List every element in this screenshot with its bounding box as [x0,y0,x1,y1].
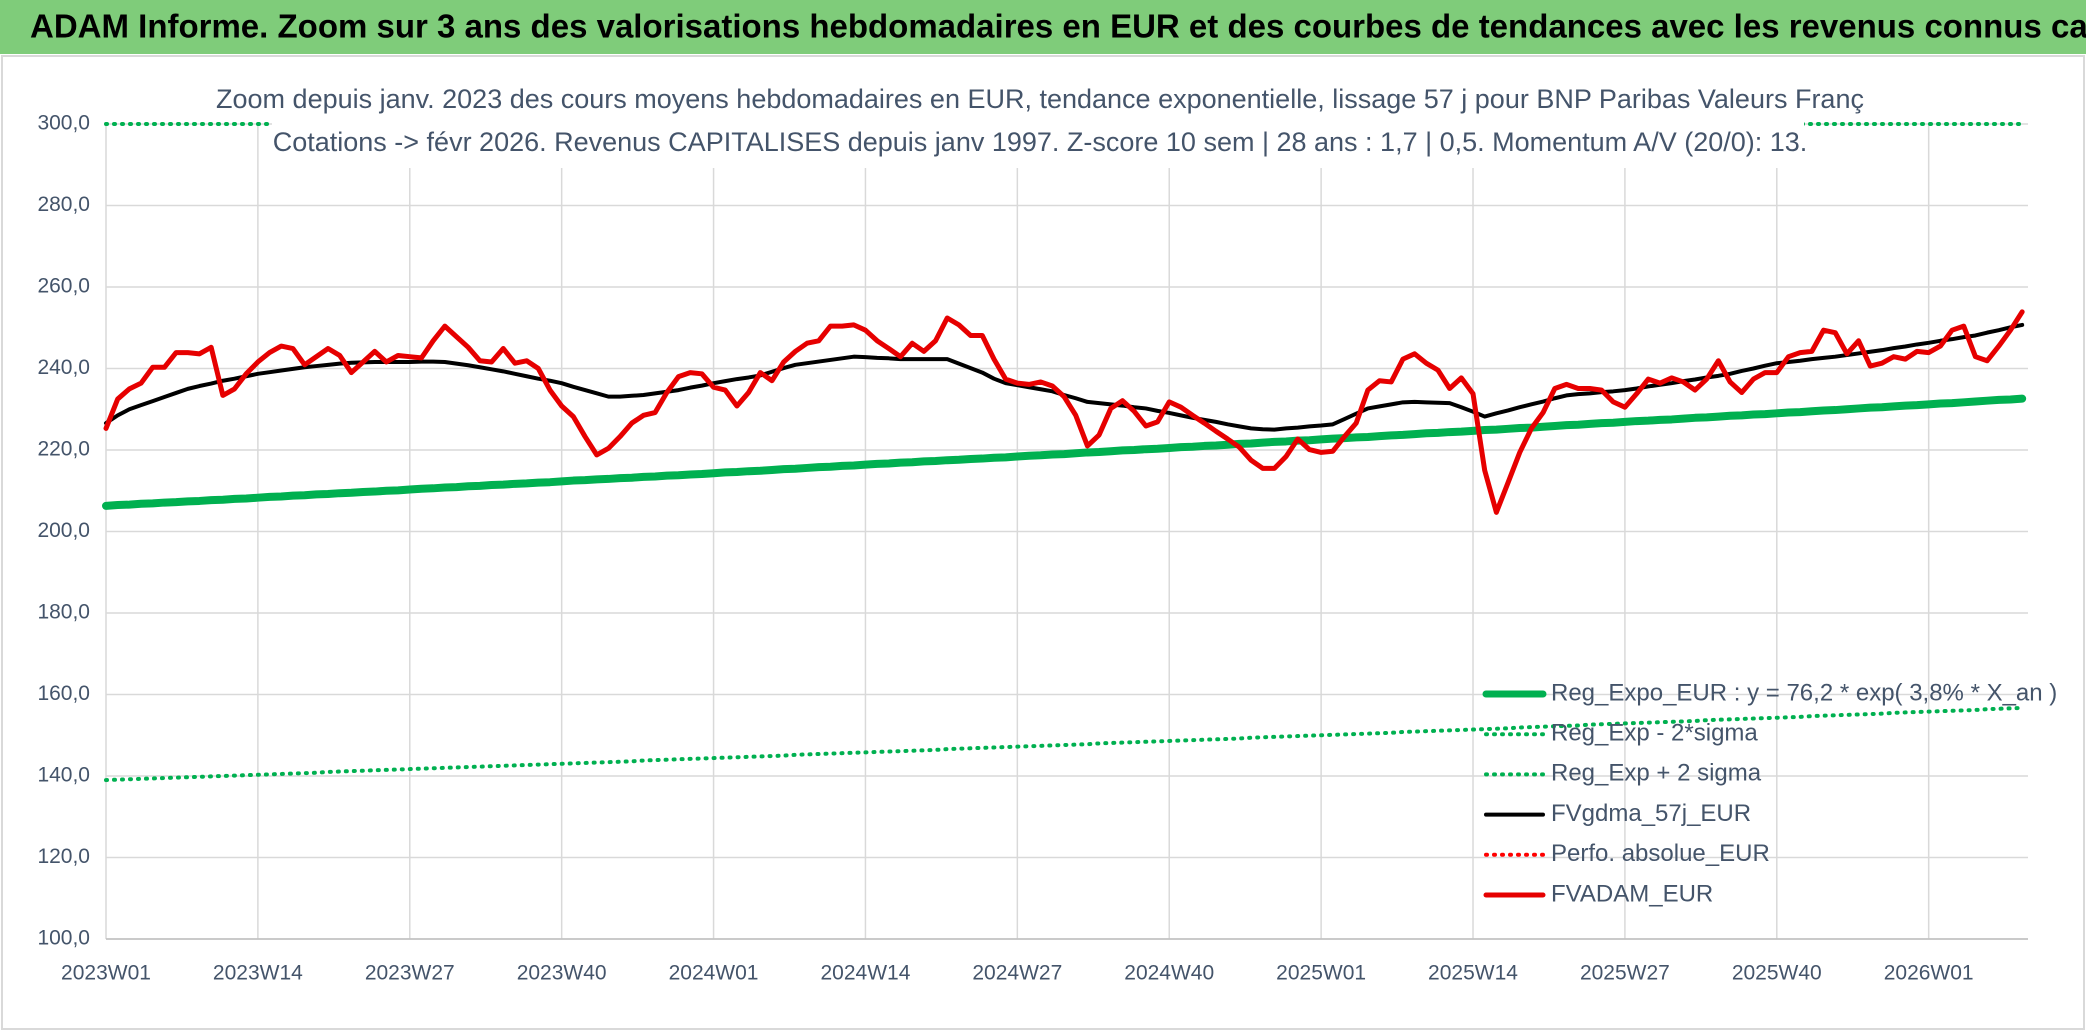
legend-label: FVgdma_57j_EUR [1551,800,1751,827]
x-tick-label: 2024W14 [820,962,910,985]
x-tick-label: 2026W01 [1884,962,1974,985]
legend-label: Perfo. absolue_EUR [1551,840,1770,867]
legend-label: FVADAM_EUR [1551,880,1713,907]
y-tick-label: 100,0 [37,927,90,950]
header-title: ADAM Informe. Zoom sur 3 ans des valoris… [30,8,2086,45]
legend-label: Reg_Exp - 2*sigma [1551,720,1758,747]
x-tick-label: 2023W14 [213,962,303,985]
y-tick-label: 180,0 [37,601,90,624]
chart-title: Zoom depuis janv. 2023 des cours moyens … [216,84,1864,114]
x-tick-label: 2023W40 [517,962,607,985]
y-tick-label: 220,0 [37,438,90,461]
x-tick-label: 2024W01 [669,962,759,985]
x-tick-label: 2024W40 [1124,962,1214,985]
y-tick-label: 160,0 [37,682,90,705]
legend-label: Reg_Expo_EUR : y = 76,2 * exp( 3,8% * X_… [1551,679,2057,706]
x-tick-label: 2024W27 [972,962,1062,985]
header-bar [0,0,2086,54]
y-tick-label: 300,0 [37,112,90,135]
x-tick-label: 2023W27 [365,962,455,985]
legend: Reg_Expo_EUR : y = 76,2 * exp( 3,8% * X_… [1482,679,2057,907]
x-tick-label: 2025W40 [1732,962,1822,985]
y-tick-label: 200,0 [37,519,90,542]
chart-frame [1,55,2085,1030]
x-tick-label: 2025W01 [1276,962,1366,985]
y-tick-label: 280,0 [37,193,90,216]
chart-subtitle: Cotations -> févr 2026. Revenus CAPITALI… [273,127,1808,157]
y-tick-label: 120,0 [37,845,90,868]
y-tick-label: 240,0 [37,356,90,379]
y-tick-label: 140,0 [37,764,90,787]
titles: Zoom depuis janv. 2023 des cours moyens … [216,80,1864,168]
series-line [103,309,2025,515]
y-tick-label: 260,0 [37,275,90,298]
legend-label: Reg_Exp + 2 sigma [1551,760,1762,787]
x-tick-label: 2023W01 [61,962,151,985]
series-line [102,394,2027,510]
title-background [272,80,1804,168]
x-tick-label: 2025W14 [1428,962,1518,985]
axes: 100,0 120,0 140,0 160,0 180,0 200,0 220,0 240,0… [37,112,2028,985]
series-line [104,705,2025,783]
x-tick-label: 2025W27 [1580,962,1670,985]
